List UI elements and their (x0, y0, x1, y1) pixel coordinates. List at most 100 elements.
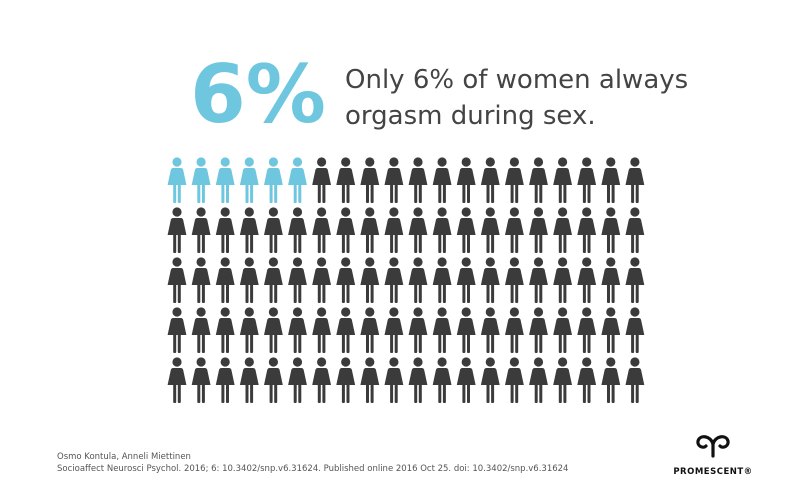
icon (384, 207, 404, 253)
source-line: Socioaffect Neurosci Psychol. 2016; 6: 1… (57, 464, 568, 474)
icon (360, 207, 380, 253)
icon (264, 257, 283, 303)
icon (529, 257, 548, 303)
icon (480, 307, 500, 353)
icon (625, 157, 645, 203)
icon (167, 307, 187, 353)
icon (456, 207, 476, 253)
icon (264, 307, 283, 353)
icon (553, 357, 572, 403)
icon (360, 357, 380, 403)
icon (312, 307, 331, 353)
icon (239, 207, 259, 253)
icon (312, 157, 331, 203)
icon (577, 207, 597, 253)
icon (336, 207, 356, 253)
highlighted-icon (288, 157, 307, 203)
highlighted-icon (191, 157, 211, 203)
icon (191, 207, 211, 253)
icon (215, 357, 235, 403)
icon (288, 307, 307, 353)
icon (553, 157, 572, 203)
icon (312, 257, 331, 303)
icon (577, 307, 597, 353)
source-line: Osmo Kontula, Anneli Miettinen (57, 452, 191, 462)
icon (577, 357, 597, 403)
icon (408, 257, 428, 303)
icon (553, 307, 572, 353)
icon (167, 357, 187, 403)
brand-logo (696, 435, 730, 458)
icon (625, 207, 645, 253)
icon (312, 207, 331, 253)
icon (215, 257, 235, 303)
icon (456, 357, 476, 403)
icon (505, 357, 524, 403)
icon (456, 257, 476, 303)
icon (336, 257, 356, 303)
icon (456, 157, 476, 203)
icon (191, 357, 211, 403)
icon (360, 257, 380, 303)
title-line: Only 6% of women always (345, 65, 688, 95)
icon (480, 157, 500, 203)
icon (215, 207, 235, 253)
icon (215, 307, 235, 353)
icon (456, 307, 476, 353)
icon (336, 357, 356, 403)
icon (360, 307, 380, 353)
icon (336, 157, 356, 203)
icon (384, 307, 404, 353)
icon (505, 207, 524, 253)
icon (408, 307, 428, 353)
icon (601, 207, 621, 253)
icon (625, 257, 645, 303)
highlighted-icon (167, 157, 187, 203)
icon (505, 257, 524, 303)
icon (336, 307, 356, 353)
icon (529, 157, 548, 203)
icon (167, 207, 187, 253)
headline-value: 6% (190, 48, 326, 141)
icon (553, 257, 572, 303)
icon (239, 257, 259, 303)
icon (384, 357, 404, 403)
icon (505, 157, 524, 203)
icon (432, 307, 452, 353)
icon (432, 207, 452, 253)
icon (288, 207, 307, 253)
icon (480, 207, 500, 253)
icon (601, 357, 621, 403)
icon (505, 307, 524, 353)
icon (480, 257, 500, 303)
icon (239, 357, 259, 403)
icon (577, 257, 597, 303)
brand-name: PROMESCENT® (673, 467, 752, 477)
icon (432, 157, 452, 203)
icon (432, 257, 452, 303)
icon (264, 357, 283, 403)
highlighted-icon (264, 157, 283, 203)
icon (601, 257, 621, 303)
icon (191, 257, 211, 303)
icon (384, 257, 404, 303)
icon (625, 357, 645, 403)
icon (384, 157, 404, 203)
icon (408, 207, 428, 253)
icon (529, 207, 548, 253)
icon (480, 357, 500, 403)
icon (625, 307, 645, 353)
icon (288, 357, 307, 403)
icon (601, 307, 621, 353)
highlighted-icon (239, 157, 259, 203)
icon (601, 157, 621, 203)
highlighted-icon (215, 157, 235, 203)
icon (239, 307, 259, 353)
icon (360, 157, 380, 203)
icon (264, 207, 283, 253)
title-line: orgasm during sex. (345, 101, 596, 131)
icon (553, 207, 572, 253)
icon (408, 357, 428, 403)
icon (529, 357, 548, 403)
